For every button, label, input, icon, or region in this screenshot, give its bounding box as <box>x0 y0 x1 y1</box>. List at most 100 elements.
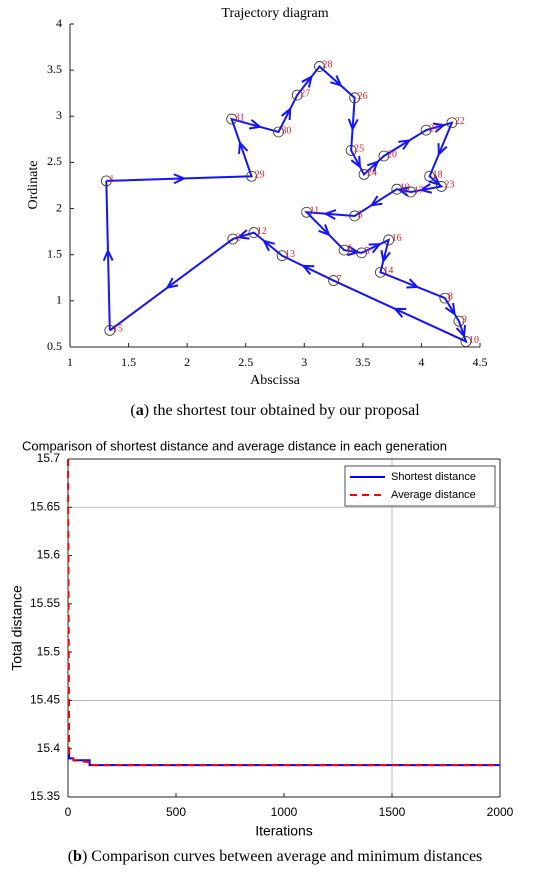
y-tick-label: 3 <box>56 108 62 122</box>
caption: (a) the shortest tour obtained by our pr… <box>130 402 420 419</box>
city-label: 19 <box>400 182 410 193</box>
direction-arrow <box>370 195 383 207</box>
city-label: 18 <box>433 170 443 181</box>
direction-arrow <box>330 75 342 87</box>
direction-arrow <box>173 173 185 185</box>
city-label: 9 <box>462 314 467 325</box>
series-line <box>68 747 500 767</box>
x-tick-label: 500 <box>166 805 186 819</box>
city-point <box>349 92 361 104</box>
y-tick-label: 15.65 <box>30 499 60 513</box>
city-label: 25 <box>354 144 364 155</box>
direction-arrow <box>325 209 337 220</box>
direction-arrow <box>455 325 467 337</box>
city-label: 2 <box>236 232 241 243</box>
city-point <box>104 324 116 336</box>
caption-b: (b) Comparison curves between average an… <box>68 848 483 865</box>
y-tick-label: 1.5 <box>47 246 62 260</box>
direction-arrow <box>350 155 361 168</box>
city-label: 24 <box>367 168 377 179</box>
x-tick-label: 4 <box>418 355 424 369</box>
city-label: 5 <box>365 246 370 257</box>
city-label: 14 <box>383 266 393 277</box>
direction-arrow <box>420 183 433 194</box>
city-point <box>100 175 112 187</box>
y-tick-label: 4 <box>56 16 62 30</box>
y-tick-label: 2 <box>56 200 62 214</box>
y-tick-label: 3.5 <box>47 62 62 76</box>
y-tick-label: 15.7 <box>37 451 61 465</box>
city-point <box>227 233 239 245</box>
direction-arrow <box>346 245 359 257</box>
city-point <box>446 117 458 129</box>
city-label: 21 <box>429 123 439 134</box>
city-label: 27 <box>300 88 310 99</box>
y-tick-label: 15.6 <box>37 548 61 562</box>
city-point <box>301 206 313 218</box>
legend-label: Shortest distance <box>391 471 476 483</box>
city-point <box>328 275 339 286</box>
y-tick-label: 0.5 <box>47 339 62 353</box>
city-label: 6 <box>347 243 352 254</box>
city-label: 28 <box>323 60 333 71</box>
direction-arrow <box>347 118 359 130</box>
caption-text: ) Comparison curves between average and … <box>82 848 482 865</box>
direction-arrow <box>301 75 313 88</box>
x-tick-label: 3.5 <box>355 355 370 369</box>
direction-arrow <box>380 249 391 262</box>
city-point <box>273 126 284 138</box>
city-label: 1 <box>109 174 114 185</box>
caption-open: ( <box>130 402 135 419</box>
city-label: 11 <box>310 206 320 217</box>
direction-arrow <box>444 302 456 315</box>
direction-arrow <box>166 277 179 289</box>
city-point <box>349 210 361 222</box>
city-label: 8 <box>448 291 453 302</box>
city-point <box>435 181 447 192</box>
caption-a: (a) the shortest tour obtained by our pr… <box>130 402 420 419</box>
city-label: 30 <box>282 125 292 136</box>
city-label: 26 <box>358 91 368 102</box>
city-point <box>226 113 238 125</box>
city-point <box>453 315 465 327</box>
city-label: 10 <box>469 335 479 346</box>
x-tick-label: 3 <box>301 355 307 369</box>
city-label: 12 <box>257 226 267 237</box>
city-point <box>248 227 260 238</box>
caption-label: a <box>136 402 144 419</box>
direction-arrow <box>248 119 261 130</box>
x-tick-label: 2 <box>184 355 190 369</box>
city-point <box>424 170 436 182</box>
y-tick-label: 15.4 <box>37 741 61 755</box>
caption-text: ) the shortest tour obtained by our prop… <box>144 402 421 419</box>
city-label: 23 <box>444 180 454 191</box>
direction-arrow <box>406 278 419 289</box>
y-axis-label: Total distance <box>9 585 25 671</box>
city-point <box>358 169 370 180</box>
distance-chart: Comparison of shortest distance and aver… <box>9 438 514 838</box>
city-label: 20 <box>387 149 397 160</box>
city-label: 31 <box>235 112 245 123</box>
x-tick-label: 1.5 <box>121 355 136 369</box>
direction-arrow <box>263 239 275 252</box>
city-point <box>439 292 451 304</box>
legend-box <box>344 465 496 507</box>
direction-arrow <box>280 108 292 121</box>
city-point <box>460 336 472 347</box>
city-label: 7 <box>337 274 342 285</box>
direction-arrow <box>102 250 114 262</box>
city-point <box>391 183 403 195</box>
y-tick-label: 2.5 <box>47 154 62 168</box>
y-tick-label: 15.45 <box>30 693 60 707</box>
city-point <box>383 234 395 246</box>
x-tick-label: 1500 <box>379 805 406 819</box>
city-label: 22 <box>455 116 465 127</box>
caption-open: ( <box>68 848 73 865</box>
series-line <box>67 458 500 767</box>
city-point <box>345 145 357 156</box>
city-point <box>420 124 432 136</box>
city-point <box>276 250 288 262</box>
